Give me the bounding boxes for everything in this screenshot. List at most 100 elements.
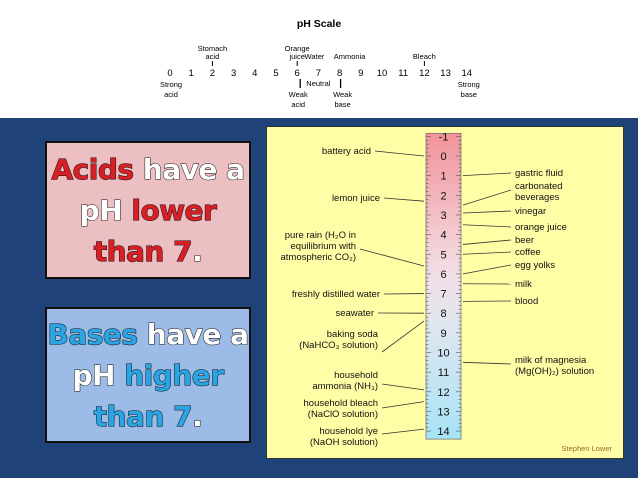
scale-bottom-label: base — [461, 90, 477, 99]
scale-number: 7 — [316, 68, 321, 79]
left-substance-pointer — [381, 401, 425, 409]
left-substance-pointer — [374, 150, 425, 157]
ph-word: pH — [79, 193, 123, 227]
acids-word: Acids — [51, 152, 135, 186]
ph-value-label: 2 — [440, 190, 446, 202]
ph-value-label: 7 — [440, 289, 446, 301]
ph-value-label: 0 — [440, 151, 446, 163]
scale-bottom-label: Weak — [289, 90, 308, 99]
scale-number: 5 — [273, 68, 278, 79]
base-statement: Bases have a pH higher than 7. — [47, 314, 250, 437]
right-substance-label: (Mg(OH)₂) solution — [515, 366, 594, 377]
right-substance-pointer — [462, 264, 512, 275]
right-substance-label: coffee — [515, 247, 541, 258]
right-substance-label: milk — [515, 279, 532, 290]
scale-bottom-label: acid — [291, 100, 305, 109]
scale-number: 8 — [337, 68, 342, 79]
scale-bottom-label: Strong — [458, 80, 480, 89]
left-substance-label: equilibrium with — [291, 241, 356, 252]
period: . — [192, 234, 204, 268]
right-substance-label: egg yolks — [515, 260, 555, 271]
right-substance-pointer — [462, 172, 512, 177]
scale-number: 13 — [440, 68, 451, 79]
scale-top-label: Bleach — [413, 52, 436, 61]
left-substance-label: lemon juice — [332, 193, 380, 204]
base-statement-card: Bases have a pH higher than 7. — [45, 307, 251, 443]
left-substance-label: (NaOH solution) — [310, 437, 378, 448]
right-substance-pointer — [462, 361, 512, 365]
scale-top-label: Water — [305, 52, 325, 61]
right-substance-pointer — [462, 224, 512, 228]
than-7-text: than 7 — [93, 399, 193, 433]
ph-word: pH — [72, 358, 116, 392]
right-substance-pointer — [462, 251, 512, 255]
right-substance-label: beverages — [515, 192, 560, 203]
scale-bottom-label: Strong — [160, 80, 182, 89]
ph-value-label: 3 — [440, 210, 446, 222]
scale-bottom-label: Neutral — [306, 79, 331, 88]
scale-number: 3 — [231, 68, 236, 79]
left-substance-pointer — [359, 248, 425, 267]
left-substance-label: baking soda — [327, 329, 379, 340]
left-substance-label: (NaHCO₃ solution) — [299, 340, 378, 351]
scale-bottom-label: Weak — [333, 90, 352, 99]
ph-value-label: 9 — [440, 328, 446, 340]
have-a-text: have a — [142, 152, 245, 186]
right-substance-label: orange juice — [515, 222, 567, 233]
scale-bottom-label: acid — [164, 90, 178, 99]
left-substance-label: (NaClO solution) — [308, 409, 378, 420]
scale-number: 1 — [189, 68, 194, 79]
left-substance-label: ammonia (NH₃) — [312, 381, 378, 392]
scale-number: 14 — [462, 68, 473, 79]
have-a-text: have a — [146, 317, 249, 351]
ph-value-label: 5 — [440, 249, 446, 261]
left-substance-pointer — [381, 383, 425, 391]
scale-number: 0 — [167, 68, 172, 79]
scale-top-label: acid — [206, 52, 220, 61]
right-substance-pointer — [462, 239, 512, 245]
left-substance-label: pure rain (H₂O in — [285, 230, 356, 241]
left-substance-pointer — [383, 197, 425, 202]
left-substance-label: freshly distilled water — [292, 289, 380, 300]
bases-word: Bases — [47, 317, 139, 351]
lower-word: lower — [131, 193, 218, 227]
right-substance-label: carbonated — [515, 181, 563, 192]
scale-number: 9 — [358, 68, 363, 79]
acid-statement-card: Acids have a pH lower than 7. — [45, 141, 251, 279]
scale-top-label: juice — [288, 52, 304, 61]
ph-value-label: 8 — [440, 308, 446, 320]
right-substance-label: beer — [515, 235, 534, 246]
right-substance-label: vinegar — [515, 206, 546, 217]
common-substances-ph-chart: -1 0 1 2 3 4 5 6 7 8 9 10 11 12 13 14 battery acid lemon … — [266, 126, 624, 459]
left-substance-label: atmospheric CO₂) — [281, 252, 357, 263]
left-substance-label: household lye — [319, 426, 378, 437]
ph-value-label: 14 — [437, 426, 449, 438]
scale-number: 2 — [210, 68, 215, 79]
scale-number: 6 — [295, 68, 300, 79]
right-substance-label: blood — [515, 296, 538, 307]
scale-bottom-label: base — [334, 100, 350, 109]
ph-value-label: 12 — [437, 387, 449, 399]
ph-value-label: -1 — [439, 131, 449, 143]
acid-statement: Acids have a pH lower than 7. — [51, 149, 246, 272]
scale-top-label: Orange — [285, 44, 310, 53]
scale-title: pH Scale — [297, 18, 342, 30]
right-substance-pointer — [462, 189, 512, 206]
scale-number: 10 — [377, 68, 388, 79]
right-substance-label: milk of magnesia — [515, 355, 587, 366]
scale-number: 11 — [398, 68, 408, 79]
left-substance-label: seawater — [335, 308, 374, 319]
ph-value-label: 6 — [440, 269, 446, 281]
ph-value-label: 10 — [437, 348, 449, 360]
left-substance-pointer — [381, 428, 425, 435]
left-substance-pointer — [381, 320, 425, 353]
left-substance-label: household bleach — [304, 398, 378, 409]
period: . — [192, 399, 204, 433]
ph-value-label: 4 — [440, 230, 446, 242]
scale-number: 4 — [252, 68, 257, 79]
ph-value-label: 1 — [440, 171, 446, 183]
ph-value-label: 11 — [438, 367, 449, 379]
ph-value-label: 13 — [437, 406, 449, 418]
